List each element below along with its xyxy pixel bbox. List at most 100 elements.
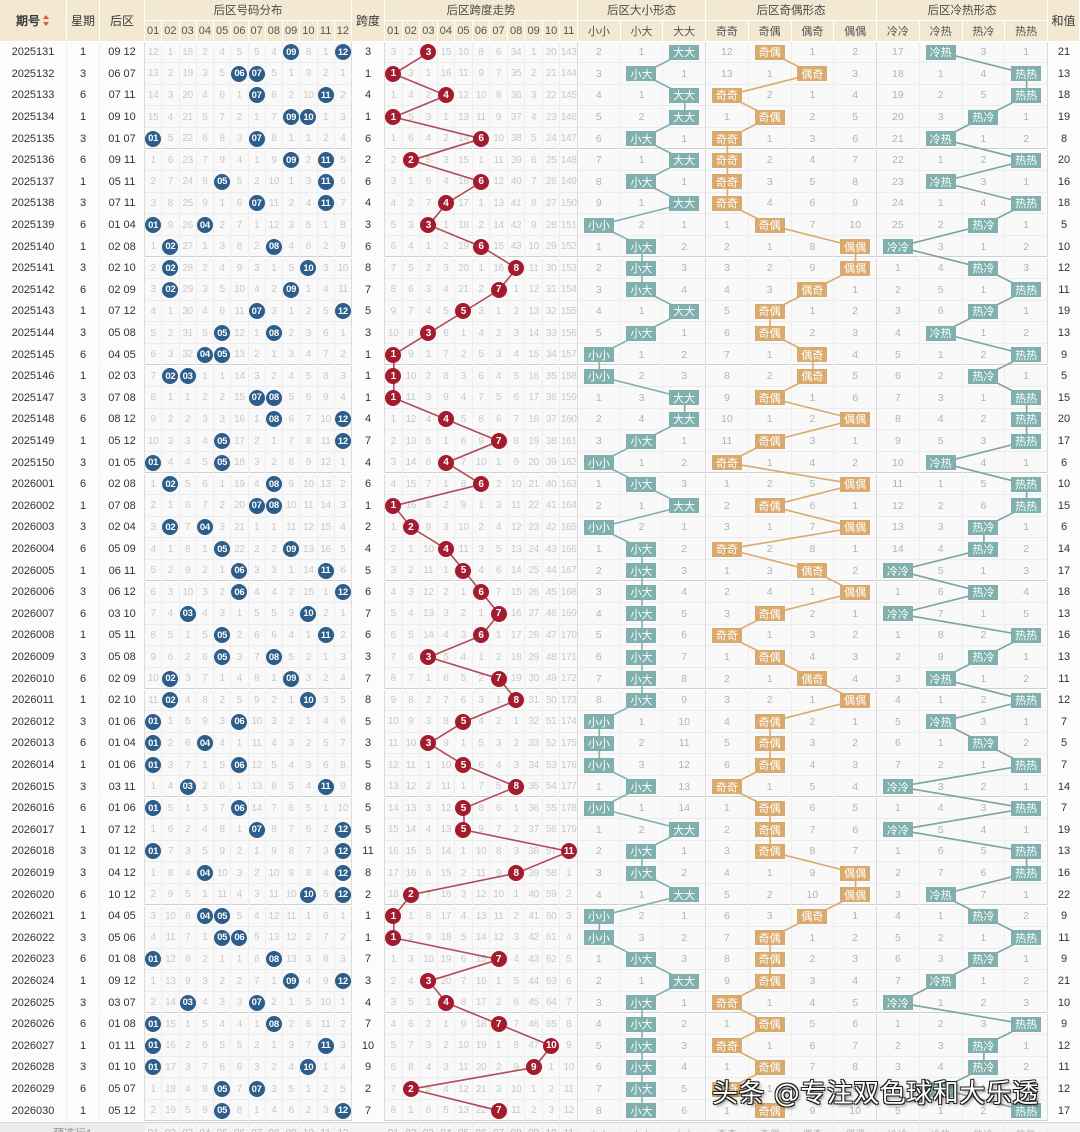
- omission-cell: 5: [266, 63, 283, 85]
- number-ball: 07: [248, 130, 265, 147]
- omission-cell: 150: [560, 192, 578, 215]
- span-hit-cell: 2: [402, 149, 421, 172]
- omission-cell: 47: [525, 1035, 543, 1057]
- preselect-option[interactable]: 冷冷: [877, 1122, 920, 1132]
- preselect-option[interactable]: 偶奇: [792, 1122, 835, 1132]
- omission-cell: 1: [706, 797, 749, 820]
- preselect-option[interactable]: 偶偶: [834, 1122, 877, 1132]
- number-ball: 05: [214, 908, 231, 925]
- preselect-option[interactable]: 08: [508, 1122, 526, 1132]
- preselect-option[interactable]: 小大: [621, 1122, 664, 1132]
- omission-cell: 2: [706, 235, 749, 258]
- number-ball: 06: [231, 713, 248, 730]
- preselect-option[interactable]: 07: [490, 1122, 508, 1132]
- omission-cell: 12: [162, 948, 180, 971]
- omission-cell: 1: [834, 538, 877, 560]
- preselect-option[interactable]: 05: [214, 1122, 232, 1132]
- preselect-option[interactable]: 大大: [663, 1122, 706, 1132]
- preselect-option[interactable]: 09: [283, 1122, 301, 1132]
- hotcold-tag: 冷冷: [882, 822, 913, 838]
- number-ball: 01: [145, 1059, 162, 1076]
- omission-cell: 10: [318, 408, 335, 431]
- preselect-option[interactable]: 02: [162, 1122, 180, 1132]
- omission-cell: 2: [706, 819, 749, 841]
- preselect-option[interactable]: 10: [300, 1122, 318, 1132]
- omission-cell: 2: [1005, 905, 1048, 928]
- preselect-option[interactable]: 07: [249, 1122, 266, 1132]
- omission-cell: 1: [438, 559, 456, 582]
- preselect-option[interactable]: 奇偶: [749, 1122, 792, 1132]
- omission-cell: 1: [197, 883, 214, 906]
- sum-value: 16: [1048, 624, 1080, 647]
- span-value: 11: [352, 840, 385, 863]
- number-ball: 01: [145, 951, 162, 968]
- omission-cell: 1: [283, 300, 301, 323]
- preselect-option[interactable]: 02: [403, 1122, 421, 1132]
- number-hit-cell: 02: [162, 689, 180, 712]
- sum-value: 19: [1048, 300, 1080, 323]
- number-hit-cell: 01: [145, 1056, 163, 1079]
- preselect-option[interactable]: 05: [455, 1122, 473, 1132]
- span-hit-cell: 1: [385, 106, 403, 128]
- hotcold-tag: 热冷: [968, 951, 999, 967]
- number-ball: 08: [265, 497, 282, 514]
- omission-cell: 3: [963, 171, 1006, 193]
- preselect-option[interactable]: 06: [231, 1122, 249, 1132]
- preselect-option[interactable]: 11: [560, 1122, 578, 1132]
- table-row: 2026004 6 05 09 4 1 8 1 05 22 2 2 09 13 16 5 4 2 1 10 4 11 3 5…: [0, 538, 1080, 560]
- preselect-option[interactable]: 03: [180, 1122, 197, 1132]
- omission-cell: 5: [283, 775, 301, 798]
- preselect-option[interactable]: 08: [266, 1122, 283, 1132]
- back-numbers: 01 07: [100, 127, 145, 150]
- preselect-option[interactable]: 热热: [1005, 1122, 1048, 1132]
- omission-cell: 9: [385, 689, 403, 712]
- sort-icon[interactable]: [43, 14, 50, 26]
- size-tag-cell: 小小: [578, 365, 621, 388]
- preselect-option[interactable]: 01: [385, 1122, 403, 1132]
- omission-cell: 44: [525, 970, 543, 992]
- omission-cell: 1: [335, 905, 352, 928]
- omission-cell: 6: [473, 365, 491, 388]
- omission-cell: 7: [578, 1078, 621, 1100]
- omission-cell: 2: [455, 862, 473, 884]
- omission-cell: 3: [920, 387, 963, 409]
- issue-number: 2026013: [0, 732, 67, 755]
- preselect-option[interactable]: 奇奇: [706, 1122, 749, 1132]
- preselect-option[interactable]: 小小: [578, 1122, 621, 1132]
- preselect-option[interactable]: 01: [145, 1122, 163, 1132]
- parity-tag-cell: 偶偶: [834, 883, 877, 906]
- omission-cell: 3: [455, 365, 473, 388]
- omission-cell: 8: [455, 473, 473, 496]
- omission-cell: 1: [231, 603, 249, 625]
- header-issue-sort[interactable]: 期号: [0, 0, 67, 42]
- issue-number: 2026029: [0, 1078, 67, 1100]
- preselect-option[interactable]: 04: [438, 1122, 456, 1132]
- back-numbers: 02 09: [100, 667, 145, 690]
- preselect-option[interactable]: 冷热: [920, 1122, 963, 1132]
- preselect-option[interactable]: 04: [197, 1122, 214, 1132]
- preselect-option[interactable]: 06: [473, 1122, 491, 1132]
- omission-cell: 3: [963, 1013, 1006, 1036]
- omission-cell: 3: [231, 127, 249, 150]
- preselect-option[interactable]: 11: [318, 1122, 335, 1132]
- table-row: 2026008 1 05 11 8 5 1 5 05 2 6 6 4 1 11 2 6 6 5 14 4 3 6 1 17 28…: [0, 624, 1080, 647]
- preselect-option[interactable]: 10: [543, 1122, 561, 1132]
- omission-cell: 10: [473, 451, 491, 474]
- omission-cell: 1: [508, 797, 526, 820]
- number-ball: 04: [196, 217, 213, 234]
- sum-value: 11: [1048, 279, 1080, 301]
- sum-value: 12: [1048, 257, 1080, 280]
- preselect-option[interactable]: 03: [420, 1122, 438, 1132]
- issue-number: 2025146: [0, 365, 67, 388]
- span-ball: 11: [560, 843, 577, 860]
- preselect-option[interactable]: 12: [335, 1122, 352, 1132]
- omission-cell: 8: [508, 1035, 526, 1057]
- omission-cell: 164: [560, 495, 578, 517]
- preselect-option[interactable]: 09: [525, 1122, 543, 1132]
- omission-cell: 6: [490, 797, 508, 820]
- omission-cell: 9: [560, 1035, 578, 1057]
- omission-cell: 53: [543, 754, 561, 776]
- omission-cell: 5: [385, 214, 403, 236]
- omission-cell: 2: [621, 819, 664, 841]
- preselect-option[interactable]: 热冷: [963, 1122, 1006, 1132]
